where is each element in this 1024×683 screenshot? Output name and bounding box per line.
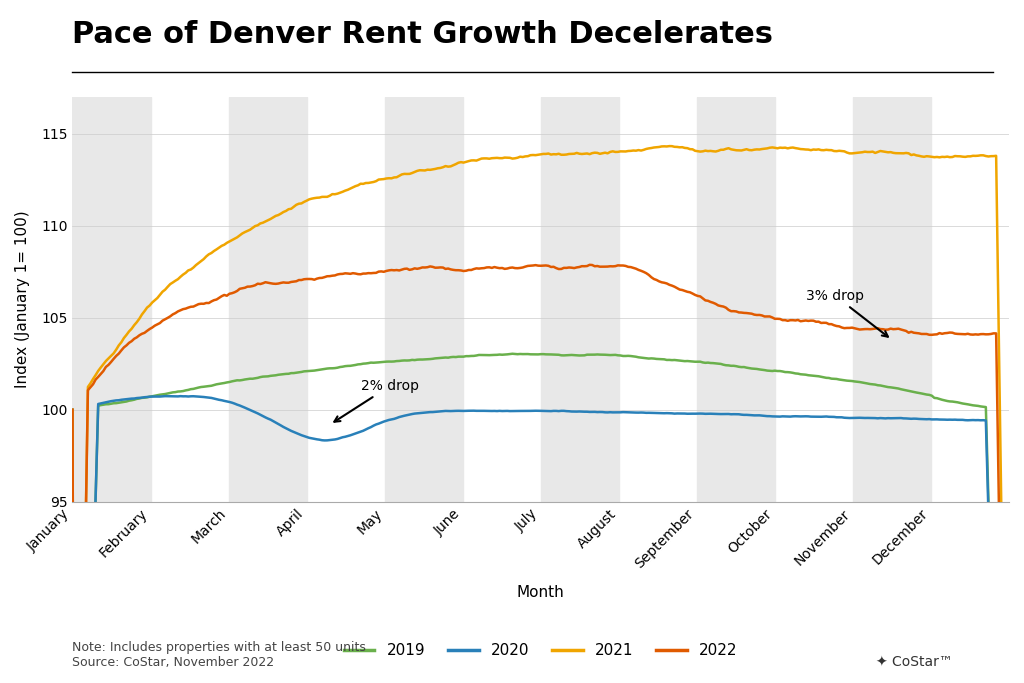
2022 bbox=[327, 272, 339, 280]
2019 bbox=[324, 364, 336, 372]
2020 bbox=[871, 414, 884, 422]
2019 bbox=[264, 372, 276, 380]
2021 bbox=[664, 142, 676, 150]
2022 bbox=[267, 279, 280, 288]
2019 bbox=[506, 350, 518, 358]
Line: 2020: 2020 bbox=[73, 396, 1009, 683]
Line: 2019: 2019 bbox=[73, 354, 1009, 683]
2020 bbox=[174, 392, 186, 400]
2022 bbox=[874, 325, 887, 333]
2020 bbox=[327, 436, 339, 444]
Legend: 2019, 2020, 2021, 2022: 2019, 2020, 2021, 2022 bbox=[338, 637, 743, 664]
Text: Pace of Denver Rent Growth Decelerates: Pace of Denver Rent Growth Decelerates bbox=[72, 20, 773, 49]
Bar bbox=[73, 97, 151, 502]
Text: ✦ CoStar™: ✦ CoStar™ bbox=[876, 656, 952, 669]
2022 bbox=[442, 264, 455, 273]
2020 bbox=[447, 407, 460, 415]
2021 bbox=[442, 163, 455, 171]
2019 bbox=[439, 353, 452, 361]
Bar bbox=[696, 97, 775, 502]
2020 bbox=[67, 406, 79, 414]
2022 bbox=[965, 331, 977, 339]
2022 bbox=[67, 406, 79, 414]
2022 bbox=[447, 266, 460, 274]
2022 bbox=[584, 261, 596, 269]
2021 bbox=[965, 152, 977, 161]
2019 bbox=[444, 353, 457, 361]
2019 bbox=[962, 400, 974, 408]
2020 bbox=[442, 407, 455, 415]
Bar bbox=[541, 97, 618, 502]
2021 bbox=[67, 406, 79, 414]
2021 bbox=[327, 190, 339, 198]
2020 bbox=[962, 416, 974, 424]
Text: Note: Includes properties with at least 50 units
Source: CoStar, November 2022: Note: Includes properties with at least … bbox=[72, 641, 366, 669]
Bar bbox=[228, 97, 306, 502]
2021 bbox=[447, 161, 460, 169]
Text: 2% drop: 2% drop bbox=[334, 379, 419, 421]
2019 bbox=[67, 406, 79, 414]
Bar bbox=[853, 97, 931, 502]
2019 bbox=[871, 381, 884, 389]
2020 bbox=[267, 417, 280, 426]
Bar bbox=[385, 97, 463, 502]
2021 bbox=[874, 147, 887, 155]
Line: 2021: 2021 bbox=[73, 146, 1009, 683]
Y-axis label: Index (January 1= 100): Index (January 1= 100) bbox=[15, 210, 30, 388]
2021 bbox=[267, 213, 280, 221]
Text: 3% drop: 3% drop bbox=[806, 289, 888, 337]
Line: 2022: 2022 bbox=[73, 265, 1009, 683]
X-axis label: Month: Month bbox=[517, 585, 564, 600]
